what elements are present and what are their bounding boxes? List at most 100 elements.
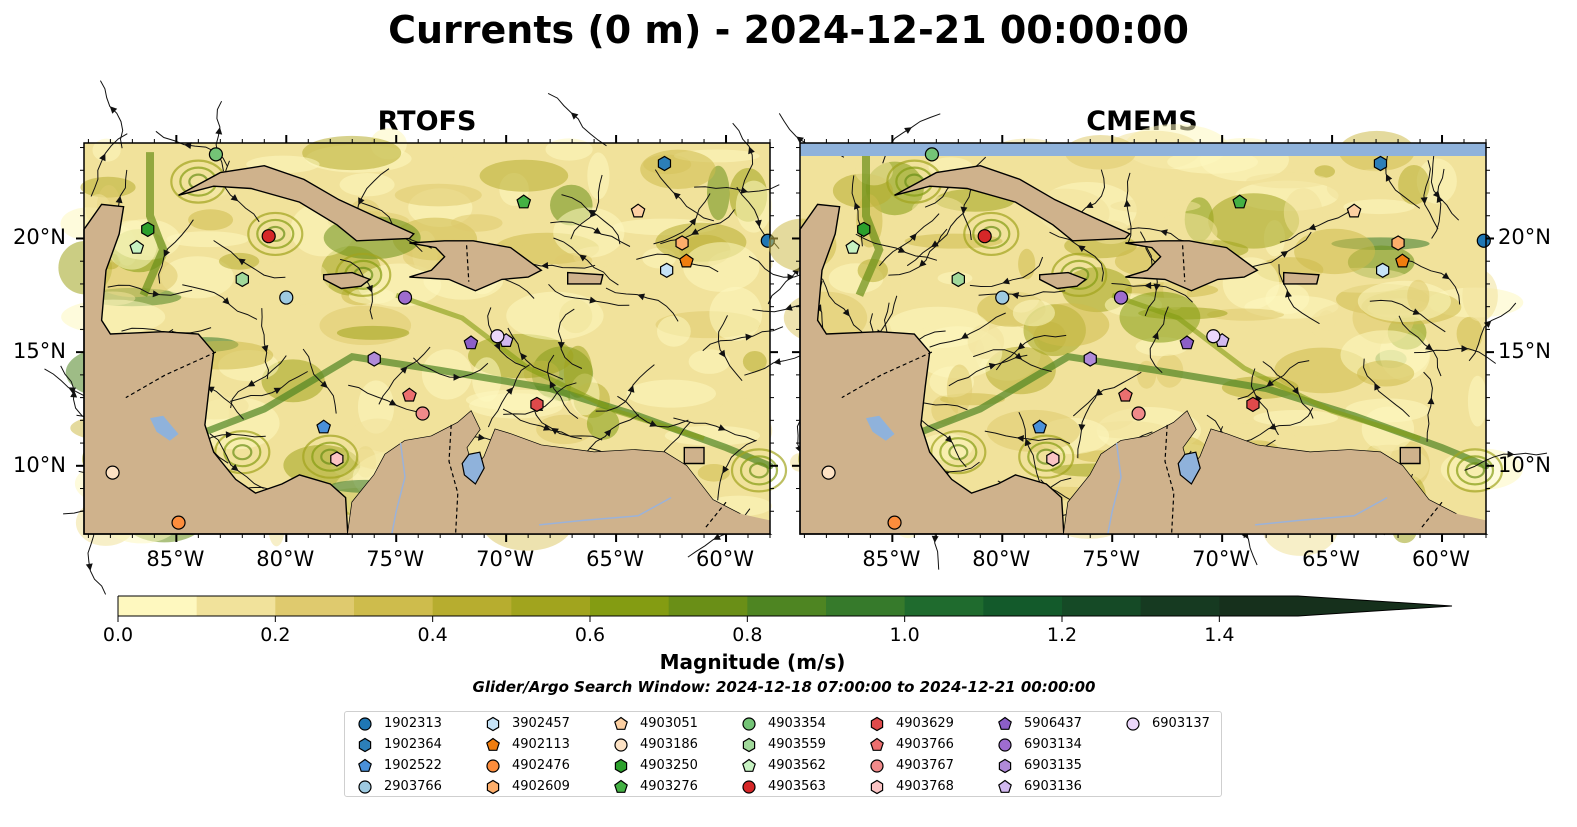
legend-marker-hexagon (998, 758, 1012, 774)
magnitude-field (92, 138, 121, 162)
streamline-arrow (1160, 229, 1168, 236)
streamline (348, 384, 429, 413)
lon-label-rtofs: 60°W (696, 547, 755, 571)
streamline (605, 287, 679, 322)
streamline (1077, 388, 1099, 459)
float-5906437 (463, 335, 479, 350)
magnitude-field (302, 135, 402, 171)
magnitude-field (707, 165, 730, 221)
lon-label-rtofs: 85°W (146, 547, 205, 571)
eddy (963, 211, 1020, 257)
legend-marker (1126, 717, 1140, 731)
eddy (948, 444, 969, 461)
legend-marker (870, 737, 884, 751)
streamline (595, 364, 655, 412)
magnitude-field (553, 207, 625, 258)
float-4902113 (679, 253, 694, 268)
streamline-arrow (320, 380, 328, 388)
magnitude-field (469, 393, 563, 419)
magnitude-field (640, 149, 716, 189)
streamline-arrow (713, 533, 721, 540)
legend-marker (486, 779, 500, 795)
legend-label: 4902609 (512, 779, 570, 794)
float-6903134 (1113, 290, 1129, 305)
current-band (139, 152, 168, 297)
legend-label: 6903135 (1024, 758, 1082, 773)
border (1164, 424, 1175, 535)
legend-marker-pentagon (998, 779, 1012, 793)
lat-label-left: 15°N (13, 339, 66, 364)
border (841, 351, 933, 399)
streamline-arrow (1420, 197, 1428, 205)
magnitude-field (1253, 410, 1339, 427)
magnitude-field (1135, 337, 1189, 357)
float-4903276 (1232, 194, 1248, 209)
magnitude-field (598, 179, 641, 208)
streamline-arrow (945, 435, 953, 443)
legend-label: 1902313 (384, 716, 442, 731)
streamline-arrow (1014, 352, 1023, 360)
streamline (821, 278, 868, 340)
legend-label: 1902364 (384, 737, 442, 752)
streamline (158, 219, 194, 284)
magnitude-field (545, 138, 593, 161)
streamline (553, 237, 619, 286)
float-4903563 (261, 229, 276, 244)
streamline-arrow (70, 390, 78, 398)
magnitude-field (986, 409, 1080, 452)
streamline-arrow (919, 259, 927, 267)
colorbar-bin (511, 596, 591, 616)
legend-label: 5906437 (1024, 716, 1082, 731)
streamline-arrow (1002, 277, 1010, 285)
legend-marker-circle (870, 759, 884, 773)
legend-marker (998, 758, 1012, 774)
legend-marker (614, 716, 628, 730)
streamline-arrow (1024, 438, 1032, 447)
colorbar-bin (747, 596, 827, 616)
streamline-arrow (745, 333, 753, 341)
float-4903562 (845, 239, 861, 254)
streamline-arrow (1280, 250, 1289, 258)
streamline (90, 133, 128, 197)
magnitude-field (900, 263, 918, 309)
streamline (1464, 452, 1548, 471)
border (1419, 501, 1443, 530)
streamline-arrow (1017, 342, 1026, 350)
streamline (502, 408, 582, 440)
float-1902313 (1476, 233, 1491, 248)
streamline (570, 174, 603, 240)
streamline (694, 184, 780, 193)
colorbar-bin (590, 596, 670, 616)
legend-marker (742, 737, 756, 753)
streamline-arrow (1016, 435, 1024, 442)
float-4903559 (235, 271, 249, 288)
legend-label: 6903134 (1024, 737, 1082, 752)
streamline (948, 354, 1028, 387)
streamline (213, 240, 286, 279)
streamline-arrow (99, 153, 106, 162)
colorbar-tick-label: 0.2 (260, 624, 291, 646)
land-south-america-fill (347, 411, 770, 534)
colorbar-bin (668, 596, 748, 616)
legend-marker (614, 779, 628, 793)
streamline-arrow (247, 380, 256, 387)
streamline-arrow (557, 342, 565, 350)
legend-marker-circle (1126, 717, 1140, 731)
streamline-arrow (570, 112, 579, 120)
colorbar-extend-arrow (1298, 596, 1452, 616)
streamline-arrow (589, 296, 597, 304)
magnitude-field (688, 349, 731, 374)
colorbar-tick-label: 0.8 (732, 624, 763, 646)
streamline-arrow (931, 535, 939, 543)
streamline-arrow (115, 195, 123, 204)
magnitude-field (1110, 199, 1201, 213)
streamline (984, 430, 1071, 445)
lat-label-right: 15°N (1498, 339, 1551, 364)
colorbar-bin (983, 596, 1063, 616)
streamline-arrow (238, 258, 246, 266)
streamline-arrow (1011, 292, 1020, 299)
float-4903250 (857, 221, 871, 238)
streamline-arrow (1442, 272, 1450, 280)
float-6903135 (1083, 351, 1097, 367)
magnitude-field (912, 196, 965, 223)
